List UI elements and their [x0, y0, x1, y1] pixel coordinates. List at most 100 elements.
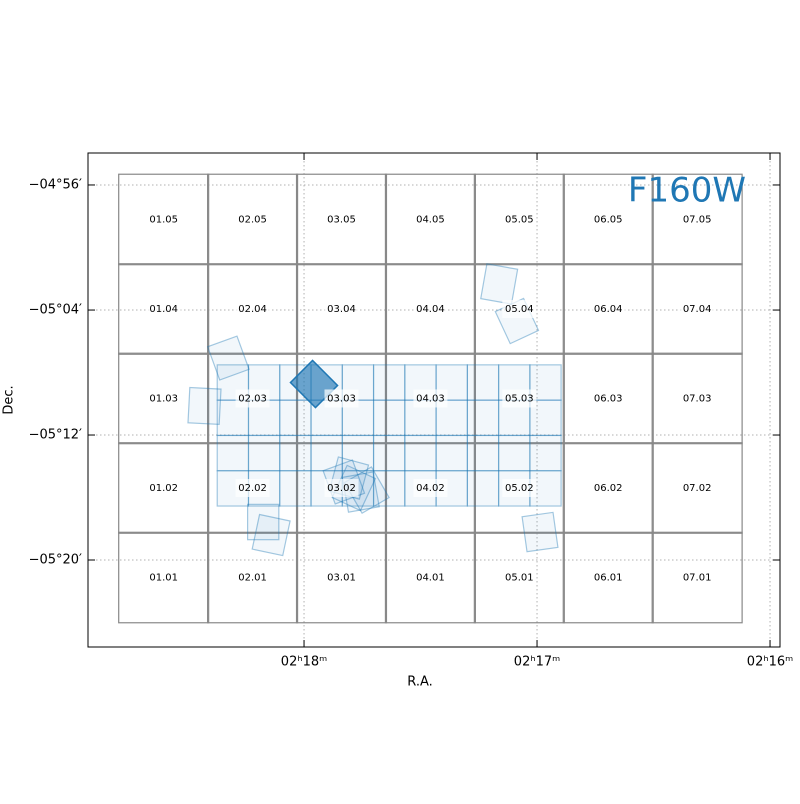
tile: [118, 442, 210, 534]
tile: [384, 531, 476, 624]
y-tick-label: −05°12′: [29, 428, 82, 443]
tile-label-bg: [591, 300, 626, 319]
tile: [118, 263, 210, 355]
tile-label: 03.03: [327, 393, 356, 404]
tile: [562, 263, 654, 355]
tile-label-bg: [324, 300, 359, 319]
tile-label-bg: [591, 568, 626, 587]
tile: [384, 263, 476, 355]
tile-label-bg: [680, 210, 715, 229]
x-tick-label: 02ʰ16ᵐ: [747, 655, 793, 670]
tile-label: 02.05: [238, 214, 267, 225]
y-tick-label: −05°04′: [29, 303, 82, 318]
pointing: [279, 470, 312, 507]
tile-label: 03.01: [327, 573, 356, 584]
tile-label-bg: [591, 478, 626, 497]
pointing: [247, 434, 281, 472]
pointing: [247, 503, 280, 541]
pointing: [216, 434, 250, 472]
tile-label: 04.03: [416, 393, 445, 404]
pointing: [521, 511, 559, 553]
tile-label: 01.02: [149, 483, 178, 494]
tile-label-bg: [680, 568, 715, 587]
tile-label: 06.05: [594, 214, 623, 225]
tile-label-bg: [146, 389, 181, 408]
tile-label: 02.02: [238, 483, 267, 494]
tile-label: 03.04: [327, 304, 356, 315]
y-tick-label: −05°20′: [29, 552, 82, 567]
tile-label-bg: [413, 568, 448, 587]
tile-label-bg: [324, 478, 359, 497]
tile-label-bg: [413, 478, 448, 497]
y-tick-label: −04°56′: [29, 177, 82, 192]
tile-label: 01.01: [149, 573, 178, 584]
tile-label-bg: [502, 389, 537, 408]
pointing: [373, 434, 406, 472]
tile: [384, 442, 476, 534]
tile-label: 05.05: [505, 214, 534, 225]
pointing: [466, 434, 500, 472]
tile-label: 05.01: [505, 573, 534, 584]
tile: [473, 442, 565, 534]
tile-label-bg: [146, 300, 181, 319]
tile-label-bg: [502, 478, 537, 497]
tile-label: 02.03: [238, 393, 267, 404]
tile: [651, 173, 743, 266]
tile-label: 05.04: [505, 304, 534, 315]
tile: [384, 352, 476, 445]
x-tick-label: 02ʰ17ᵐ: [514, 655, 560, 670]
tile-label-bg: [235, 568, 270, 587]
pointing: [251, 513, 291, 557]
tile-label: 06.01: [594, 573, 623, 584]
pointing: [480, 263, 519, 305]
pointing: [279, 399, 312, 437]
tile: [295, 263, 388, 355]
tile-label: 07.02: [683, 483, 712, 494]
tile: [473, 531, 565, 624]
tile-label: 03.05: [327, 214, 356, 225]
tile-label-bg: [413, 389, 448, 408]
pointing: [373, 470, 406, 507]
tile-label: 02.01: [238, 573, 267, 584]
tile-label-bg: [413, 210, 448, 229]
tile-label-bg: [235, 478, 270, 497]
pointing: [404, 434, 437, 472]
tile-label: 04.02: [416, 483, 445, 494]
pointing: [529, 434, 562, 472]
tile-label: 02.04: [238, 304, 267, 315]
tile-label: 04.04: [416, 304, 445, 315]
tile-label: 03.02: [327, 483, 356, 494]
chart-title: F160W: [628, 171, 746, 211]
tile: [207, 352, 299, 445]
pointing: [498, 434, 531, 472]
pointing: [187, 386, 222, 426]
tile-label: 04.01: [416, 573, 445, 584]
tile-label: 06.04: [594, 304, 623, 315]
tile: [384, 173, 476, 266]
tile-label-bg: [413, 300, 448, 319]
pointing: [341, 434, 375, 472]
tile: [651, 531, 743, 624]
tile-label: 07.05: [683, 214, 712, 225]
tile-label: 01.04: [149, 304, 178, 315]
tile: [207, 263, 299, 355]
tile-label-bg: [680, 478, 715, 497]
tile-label-bg: [502, 300, 537, 319]
pointing: [466, 399, 500, 437]
tile-label: 06.03: [594, 393, 623, 404]
tile-label-bg: [235, 300, 270, 319]
tile-label-bg: [146, 568, 181, 587]
tile-label: 07.01: [683, 573, 712, 584]
tile: [562, 173, 654, 266]
tile: [295, 442, 388, 534]
tile: [651, 263, 743, 355]
tile: [207, 173, 299, 266]
tile-label-bg: [502, 210, 537, 229]
tile-label-bg: [591, 210, 626, 229]
pointing: [206, 335, 250, 381]
tile-label-bg: [324, 389, 359, 408]
tile: [295, 531, 388, 624]
pointing: [310, 434, 343, 472]
tile-label-bg: [146, 210, 181, 229]
tile-label-bg: [235, 389, 270, 408]
